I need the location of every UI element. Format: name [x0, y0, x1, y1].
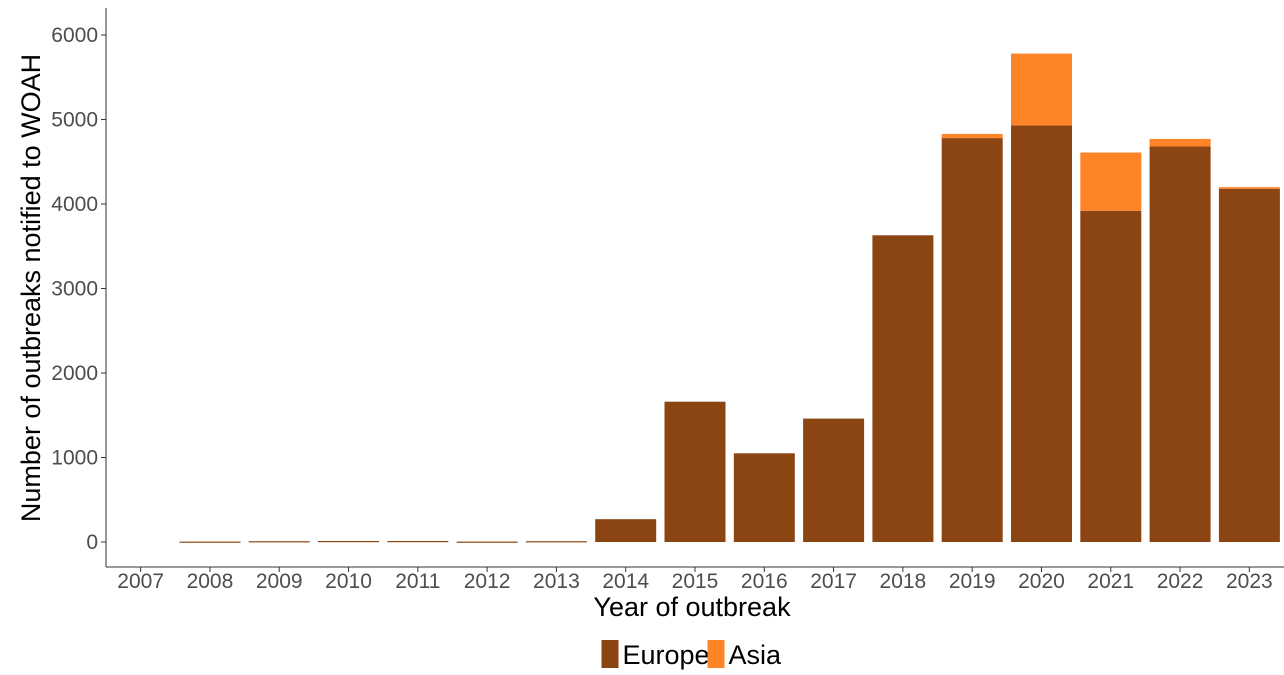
bar-asia-2020	[1011, 53, 1072, 126]
bars-layer	[179, 53, 1280, 543]
x-tick-label-2022: 2022	[1157, 570, 1204, 593]
x-tick-label-2023: 2023	[1226, 570, 1273, 593]
x-tick-label-2014: 2014	[602, 570, 649, 593]
bar-europe-2021	[1080, 210, 1142, 543]
y-tick-label-3000: 3000	[51, 278, 98, 301]
legend-label-asia: Asia	[729, 640, 783, 670]
x-tick-label-2007: 2007	[117, 570, 164, 593]
bar-asia-2019	[941, 133, 1003, 139]
y-tick-label-5000: 5000	[51, 109, 98, 132]
y-tick-label-0: 0	[86, 531, 98, 554]
x-tick-label-2020: 2020	[1018, 570, 1065, 593]
x-tick-label-2015: 2015	[672, 570, 719, 593]
x-tick-label-2013: 2013	[533, 570, 580, 593]
legend-label-europe: Europe	[623, 640, 710, 670]
bar-europe-2015	[664, 401, 726, 542]
bar-europe-2012	[456, 541, 518, 543]
x-tick-label-2021: 2021	[1087, 570, 1134, 593]
bar-europe-2020	[1011, 125, 1072, 543]
bar-europe-2019	[941, 138, 1003, 542]
bar-europe-2008	[179, 541, 241, 543]
legend-swatch-asia	[707, 640, 725, 668]
bar-europe-2013	[525, 541, 587, 543]
y-axis-title: Number of outbreaks notified to WOAH	[16, 54, 46, 522]
y-tick-label-2000: 2000	[51, 362, 98, 385]
bar-asia-2022	[1149, 138, 1211, 147]
y-tick-label-6000: 6000	[51, 24, 98, 47]
bar-europe-2023	[1218, 188, 1280, 543]
bar-europe-2017	[803, 418, 865, 542]
bar-europe-2018	[872, 235, 934, 543]
x-tick-label-2010: 2010	[325, 570, 372, 593]
x-tick-label-2008: 2008	[187, 570, 234, 593]
bar-europe-2010	[318, 541, 379, 543]
legend-swatch-europe	[601, 640, 619, 668]
x-tick-label-2011: 2011	[395, 570, 440, 593]
bar-asia-2021	[1080, 152, 1142, 211]
x-tick-label-2016: 2016	[741, 570, 788, 593]
bar-europe-2011	[387, 541, 449, 543]
legend: Europe Asia	[601, 640, 783, 670]
bar-europe-2014	[595, 519, 657, 542]
y-tick-label-1000: 1000	[51, 447, 98, 470]
axes-layer: 0 1000 2000 3000 4000 5000 6000 2007 2008 2009 201…	[51, 8, 1284, 593]
bar-europe-2009	[248, 541, 310, 543]
x-tick-label-2009: 2009	[256, 570, 303, 593]
bar-europe-2016	[733, 453, 795, 542]
x-tick-label-2012: 2012	[464, 570, 511, 593]
x-tick-label-2018: 2018	[880, 570, 927, 593]
x-axis-title: Year of outbreak	[593, 592, 791, 622]
x-tick-label-2017: 2017	[810, 570, 857, 593]
bar-asia-2023	[1218, 187, 1280, 189]
bar-europe-2022	[1149, 146, 1211, 542]
y-tick-label-4000: 4000	[51, 193, 98, 216]
x-tick-label-2019: 2019	[949, 570, 996, 593]
